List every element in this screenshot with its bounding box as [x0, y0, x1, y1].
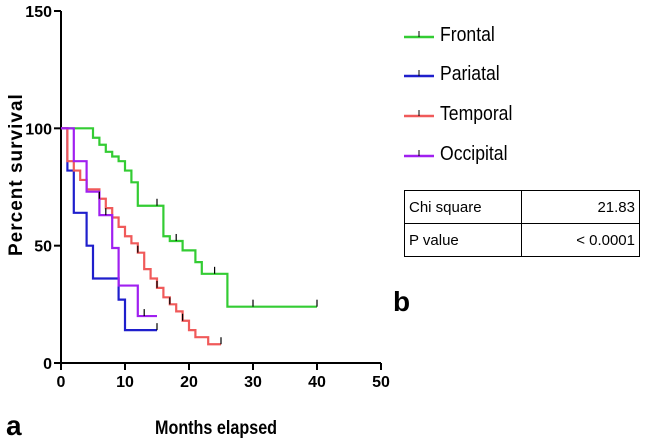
x-tick-label-40: 40	[308, 374, 326, 391]
legend-marker-temporal	[404, 110, 434, 118]
x-tick-label-30: 30	[244, 374, 262, 391]
stats-row-chi-square: Chi square 21.83	[404, 190, 640, 224]
legend-label-frontal: Frontal	[440, 24, 495, 46]
panel-label-b: b	[393, 286, 411, 317]
y-tick-label-0: 0	[43, 356, 52, 373]
legend-marker-occipital	[404, 150, 434, 158]
x-axis-label: Months elapsed	[155, 418, 278, 439]
stats-label-p-value: P value	[404, 223, 522, 257]
x-tick-label-50: 50	[372, 374, 390, 391]
panel-label-a: a	[6, 410, 22, 441]
stats-value-chi-square: 21.83	[521, 190, 640, 224]
stats-value-p-value: < 0.0001	[521, 223, 640, 257]
stats-row-p-value: P value < 0.0001	[404, 223, 640, 257]
legend-marker-pariatal	[404, 70, 434, 78]
x-tick-label-20: 20	[180, 374, 198, 391]
series-line-pariatal	[61, 127, 157, 332]
series-line-frontal	[61, 127, 317, 308]
stats-label-chi-square: Chi square	[404, 190, 522, 224]
legend-label-temporal: Temporal	[440, 103, 513, 125]
series-line-occipital	[61, 127, 157, 318]
y-tick-label-100: 100	[25, 121, 52, 138]
y-tick-label-50: 50	[34, 239, 52, 256]
legend-label-occipital: Occipital	[440, 143, 508, 165]
legend-label-pariatal: Pariatal	[440, 63, 500, 85]
x-tick-label-10: 10	[116, 374, 134, 391]
y-axis-label: Percent survival	[6, 93, 27, 256]
stats-table: Chi square 21.83 P value < 0.0001	[404, 190, 640, 257]
x-tick-label-0: 0	[57, 374, 66, 391]
y-tick-label-150: 150	[25, 4, 52, 21]
legend-marker-frontal	[404, 31, 434, 39]
